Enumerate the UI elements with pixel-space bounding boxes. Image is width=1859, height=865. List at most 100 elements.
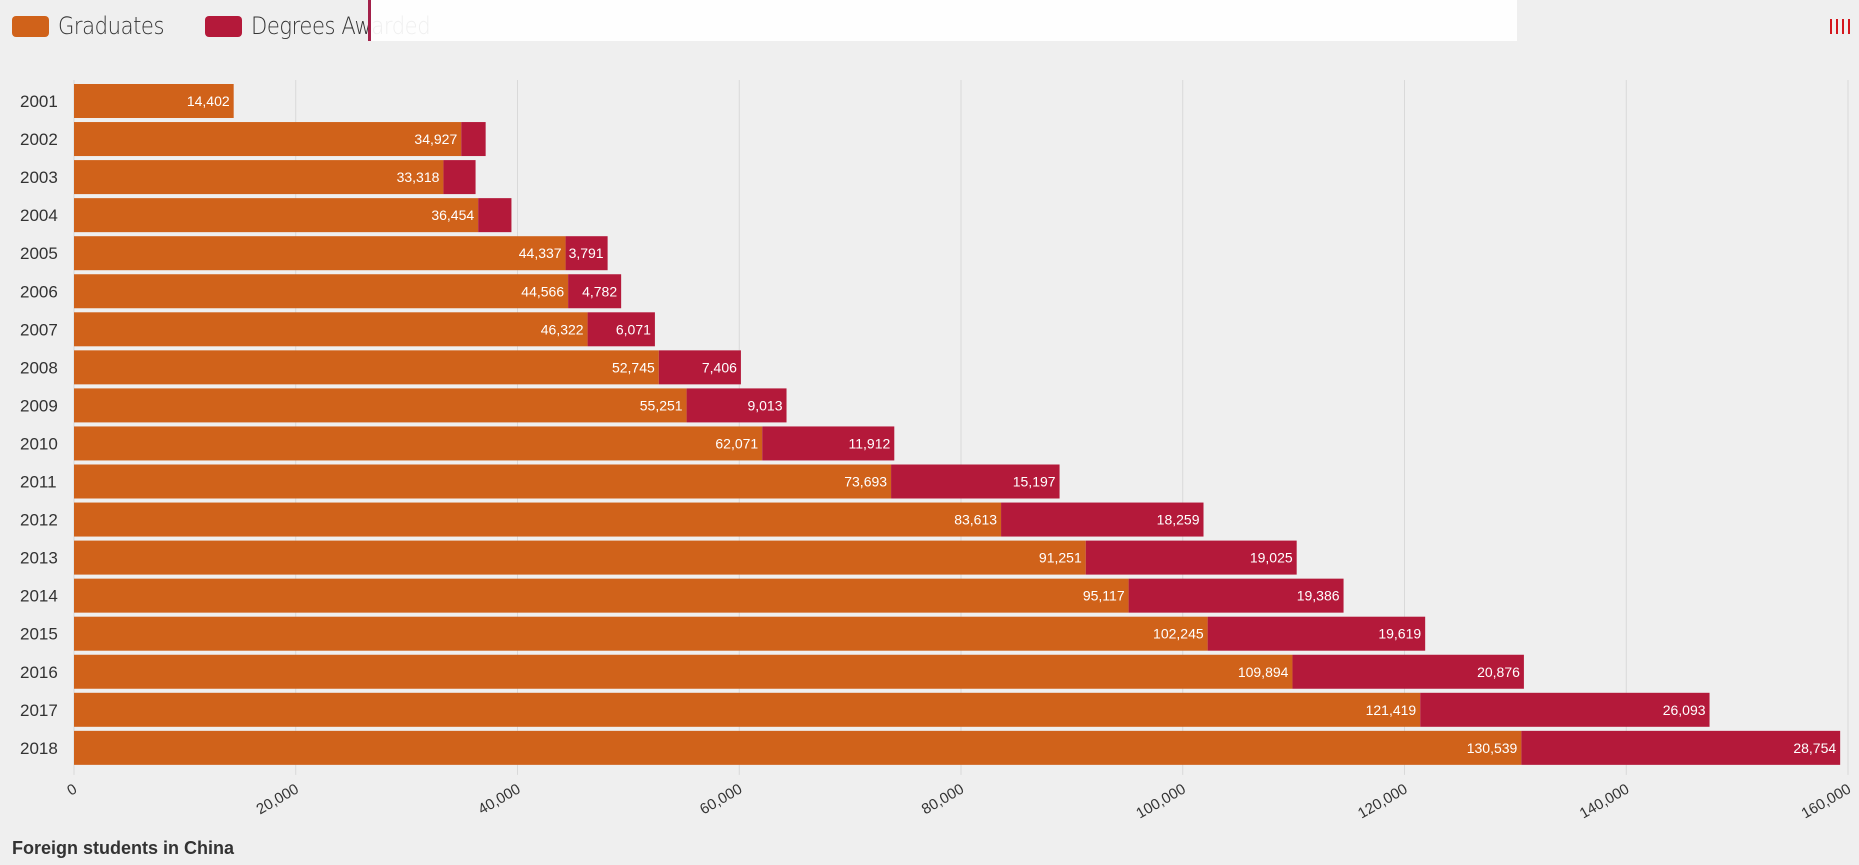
bar-graduates[interactable] <box>74 84 234 118</box>
y-tick-label: 2009 <box>20 396 58 415</box>
data-label: 52,745 <box>612 359 655 375</box>
data-label: 62,071 <box>715 435 758 451</box>
bar-degrees-awarded[interactable] <box>686 388 787 423</box>
bar-degrees-awarded[interactable] <box>587 312 655 347</box>
overlay-panel <box>368 0 1517 41</box>
data-label: 20,876 <box>1477 664 1520 680</box>
bar-graduates[interactable] <box>74 464 892 499</box>
data-label: 44,566 <box>521 283 564 299</box>
legend-swatch-graduates <box>12 15 49 37</box>
y-tick-label: 2002 <box>20 130 58 149</box>
bar-degrees-awarded[interactable] <box>891 464 1060 499</box>
data-label: 18,259 <box>1157 512 1200 528</box>
x-tick-label: 0 <box>64 781 80 800</box>
data-label: 14,402 <box>187 93 230 109</box>
data-label: 34,927 <box>414 131 457 147</box>
data-label: 55,251 <box>640 397 683 413</box>
x-tick-label: 120,000 <box>1355 781 1410 823</box>
y-tick-label: 2017 <box>20 701 58 720</box>
data-label: 3,791 <box>569 245 604 261</box>
x-tick-label: 20,000 <box>254 781 302 819</box>
bar-graduates[interactable] <box>74 730 1522 765</box>
x-tick-label: 60,000 <box>697 781 745 819</box>
data-label: 130,539 <box>1467 740 1518 756</box>
data-label: 7,406 <box>702 359 737 375</box>
bar-graduates[interactable] <box>74 160 444 195</box>
data-label: 26,093 <box>1663 702 1706 718</box>
bar-degrees-awarded[interactable] <box>1207 616 1426 651</box>
bar-graduates[interactable] <box>74 502 1002 537</box>
bar-degrees-awarded[interactable] <box>1001 502 1204 537</box>
bar-degrees-awarded[interactable] <box>1292 654 1524 689</box>
bar-degrees-awarded[interactable] <box>762 426 895 461</box>
data-label: 83,613 <box>954 512 997 528</box>
data-label: 19,025 <box>1250 550 1293 566</box>
y-tick-label: 2018 <box>20 739 58 758</box>
y-tick-label: 2001 <box>20 92 58 111</box>
data-label: 36,454 <box>431 207 474 223</box>
bars: 14,402 34,927 33,318 36,454 44,337 3,791 44,56… <box>74 84 1841 765</box>
legend-swatch-degrees-awarded <box>204 15 242 37</box>
data-label: 91,251 <box>1039 550 1082 566</box>
data-label: 109,894 <box>1238 664 1289 680</box>
bar-graduates[interactable] <box>74 198 479 233</box>
data-label: 19,386 <box>1297 588 1340 604</box>
x-tick-label: 160,000 <box>1799 781 1854 823</box>
bar-degrees-awarded[interactable] <box>658 350 741 385</box>
y-tick-label: 2011 <box>20 473 57 492</box>
data-label: 95,117 <box>1083 588 1125 604</box>
x-tick-label: 100,000 <box>1133 781 1188 823</box>
bar-degrees-awarded[interactable] <box>443 160 476 195</box>
y-tick-label: 2012 <box>20 511 58 530</box>
bar-degrees-awarded[interactable] <box>1085 540 1297 575</box>
y-axis-labels: 2001 2002 2003 2004 2005 2006 2007 2008 2009 2010… <box>20 92 58 758</box>
bar-degrees-awarded[interactable] <box>1521 730 1841 765</box>
bar-degrees-awarded[interactable] <box>1420 692 1710 727</box>
bar-graduates[interactable] <box>74 616 1208 651</box>
data-label: 28,754 <box>1793 740 1836 756</box>
data-label: 121,419 <box>1366 702 1417 718</box>
x-tick-label: 80,000 <box>919 781 967 819</box>
bar-degrees-awarded[interactable] <box>568 274 622 309</box>
bar-graduates[interactable] <box>74 122 462 157</box>
y-tick-label: 2007 <box>20 320 58 339</box>
bar-graduates[interactable] <box>74 426 763 461</box>
bar-graduates[interactable] <box>74 350 659 385</box>
bar-degrees-awarded[interactable] <box>461 122 486 157</box>
bar-graduates[interactable] <box>74 236 566 271</box>
y-tick-label: 2016 <box>20 663 58 682</box>
ticker-marks-icon <box>1830 19 1850 34</box>
bar-graduates[interactable] <box>74 692 1421 727</box>
y-tick-label: 2005 <box>20 244 58 263</box>
data-label: 6,071 <box>616 321 651 337</box>
bar-graduates[interactable] <box>74 578 1129 613</box>
legend-label-graduates: Graduates <box>58 12 165 40</box>
data-label: 73,693 <box>844 474 887 490</box>
y-tick-label: 2014 <box>20 587 58 606</box>
overlay-edge <box>368 0 371 41</box>
bar-degrees-awarded[interactable] <box>1128 578 1344 613</box>
data-label: 44,337 <box>519 245 562 261</box>
x-tick-label: 40,000 <box>475 781 523 819</box>
bar-degrees-awarded[interactable] <box>565 236 608 271</box>
y-tick-label: 2015 <box>20 625 58 644</box>
chart-title: Foreign students in China <box>12 838 235 858</box>
y-tick-label: 2004 <box>20 206 58 225</box>
legend-item-graduates[interactable]: Graduates <box>12 12 179 40</box>
y-tick-label: 2003 <box>20 168 58 187</box>
bar-graduates[interactable] <box>74 654 1293 689</box>
bar-graduates[interactable] <box>74 540 1086 575</box>
data-label: 102,245 <box>1153 626 1204 642</box>
bar-graduates[interactable] <box>74 312 588 347</box>
y-tick-label: 2006 <box>20 282 58 301</box>
data-label: 11,912 <box>849 435 891 451</box>
bar-degrees-awarded[interactable] <box>478 198 512 233</box>
bar-graduates[interactable] <box>74 274 569 309</box>
y-tick-label: 2008 <box>20 358 58 377</box>
x-tick-label: 140,000 <box>1577 781 1632 823</box>
bar-graduates[interactable] <box>74 388 687 423</box>
data-label: 46,322 <box>541 321 584 337</box>
y-tick-label: 2010 <box>20 434 58 453</box>
y-tick-label: 2013 <box>20 549 58 568</box>
x-axis-labels: 0 20,000 40,000 60,000 80,000 100,000 120,000 1… <box>64 781 1854 823</box>
